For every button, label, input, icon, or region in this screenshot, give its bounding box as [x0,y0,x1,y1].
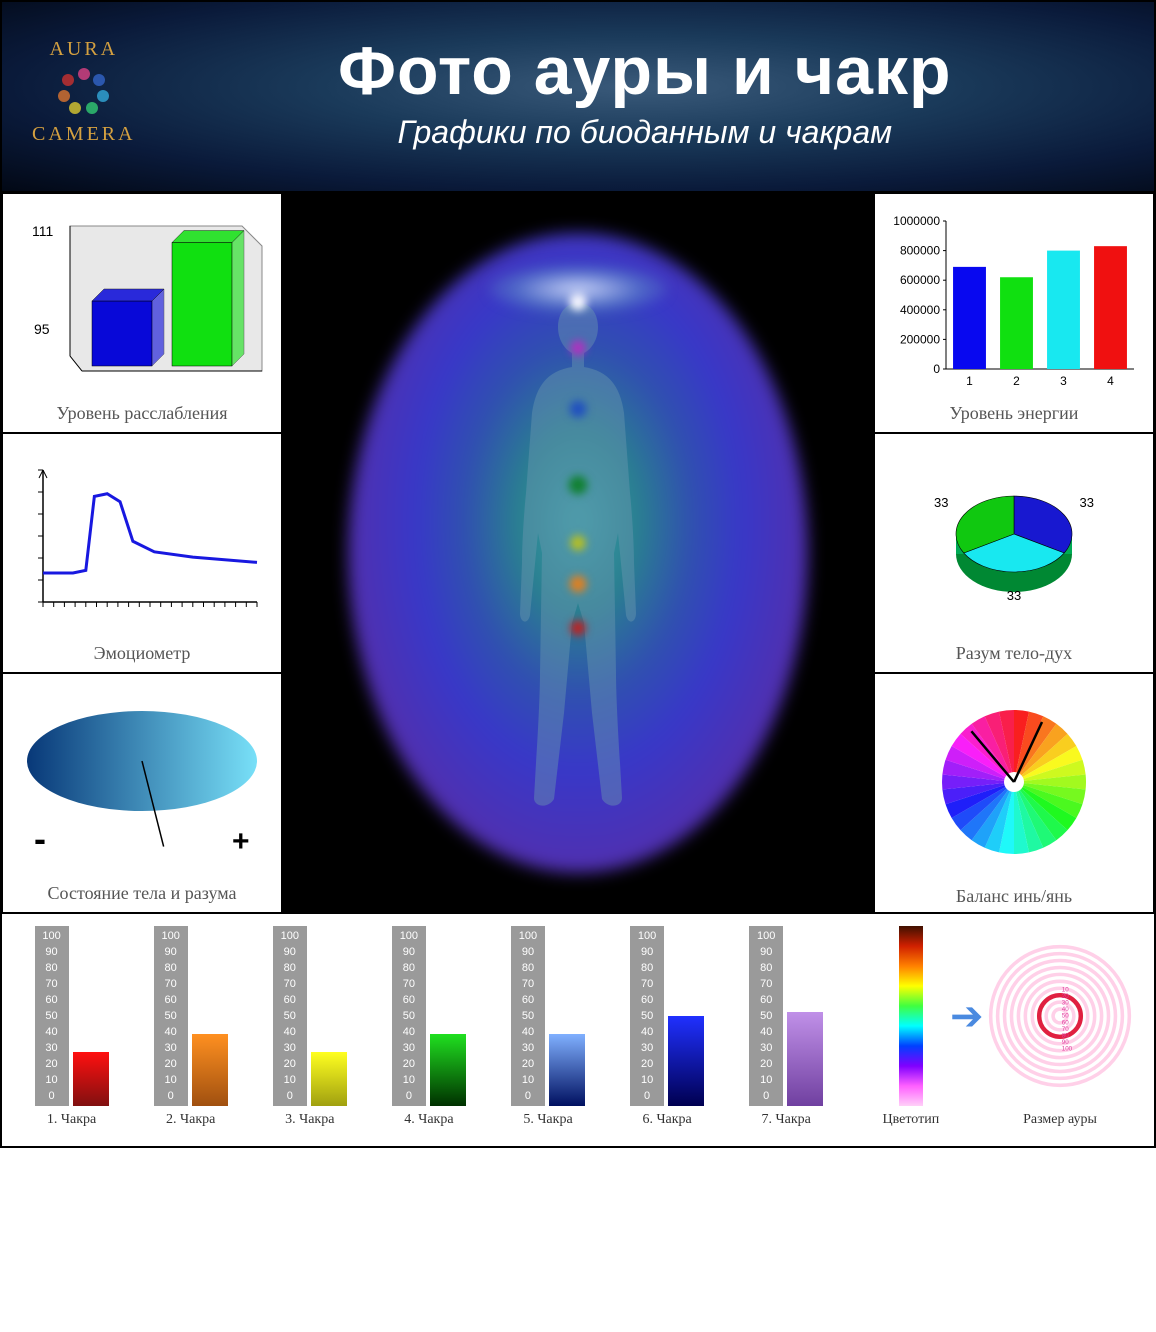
chakra-bar-4: 0102030405060708090100 4. Чакра [373,926,484,1128]
emotiometer-label: Эмоциометр [94,643,191,664]
relaxation-label: Уровень расслабления [56,403,227,424]
main-grid: 111 95 Уровень расслабления [2,193,1154,913]
title-block: Фото ауры и чакр Графики по биоданным и … [166,32,1124,151]
relaxation-panel: 111 95 Уровень расслабления [2,193,282,433]
colortype-gradient [899,926,923,1106]
chakra-value-bar [192,1034,228,1106]
chakra-bar-7: 0102030405060708090100 7. Чакра [731,926,842,1128]
svg-text:400000: 400000 [900,302,940,316]
logo-text-camera: CAMERA [32,123,136,146]
aura-size-label: Размер ауры [1023,1112,1097,1128]
arrow-right-icon: ➔ [950,993,984,1040]
yin-yang-panel: Баланс инь/янь [874,673,1154,913]
chakra-value-bar [430,1034,466,1106]
chakra-label: 6. Чакра [642,1112,691,1128]
chakra-value-bar [311,1052,347,1106]
aura-size-cell: ➔ 102030405060708090100 Размер ауры [980,926,1140,1128]
chakra-bar-6: 0102030405060708090100 6. Чакра [612,926,723,1128]
svg-text:200000: 200000 [900,332,940,346]
energy-label: Уровень энергии [950,403,1079,424]
page-title: Фото ауры и чакр [166,32,1124,110]
chakra-point-icon [567,474,589,496]
chakra-label: 3. Чакра [285,1112,334,1128]
aura-size-rings: ➔ 102030405060708090100 [980,926,1140,1106]
chakra-bar-1: 0102030405060708090100 1. Чакра [16,926,127,1128]
chakra-scale: 0102030405060708090100 [630,926,664,1106]
svg-text:1000000: 1000000 [893,214,940,228]
chakra-bars-row: 0102030405060708090100 1. Чакра 01020304… [2,913,1154,1146]
mind-body-spirit-chart: 33 33 33 [883,442,1145,639]
relaxation-chart: 111 95 [11,202,273,399]
body-silhouette-icon [478,293,678,813]
logo: AURA CAMERA [32,38,136,146]
chakra-scale: 0102030405060708090100 [154,926,188,1106]
chakra-scale: 0102030405060708090100 [749,926,783,1106]
page-subtitle: Графики по биоданным и чакрам [166,114,1124,151]
chakra-scale: 0102030405060708090100 [511,926,545,1106]
chakra-scale: 0102030405060708090100 [273,926,307,1106]
body-mind-state-panel: - + Состояние тела и разума [2,673,282,913]
chakra-value-bar [549,1034,585,1106]
svg-text:4: 4 [1107,374,1114,388]
svg-text:800000: 800000 [900,243,940,257]
svg-text:+: + [232,825,250,858]
svg-text:95: 95 [34,321,50,337]
chakra-label: 4. Чакра [404,1112,453,1128]
chakra-value-bar [787,1012,823,1106]
chakra-point-icon [569,534,587,552]
chakra-value-bar [668,1016,704,1106]
svg-text:100: 100 [1062,1046,1073,1053]
mind-body-spirit-label: Разум тело-дух [956,643,1072,664]
svg-text:600000: 600000 [900,273,940,287]
emotiometer-panel: Эмоциометр [2,433,282,673]
chakra-scale: 0102030405060708090100 [392,926,426,1106]
logo-text-aura: AURA [49,38,118,61]
body-mind-state-label: Состояние тела и разума [48,883,237,904]
chakra-bar-2: 0102030405060708090100 2. Чакра [135,926,246,1128]
energy-panel: 0 200000 400000 600000 800000 1000000 1 2 3 4… [874,193,1154,433]
chakra-bar-3: 0102030405060708090100 3. Чакра [254,926,365,1128]
svg-text:-: - [34,818,46,859]
chakra-point-icon [569,619,587,637]
infographic-container: AURA CAMERA Фото ауры и чакр Графики по … [0,0,1156,1148]
chakra-label: 2. Чакра [166,1112,215,1128]
energy-chart: 0 200000 400000 600000 800000 1000000 1 2 3 4 [883,202,1145,399]
body-mind-state-chart: - + [11,682,273,879]
yin-yang-chart [883,682,1145,882]
svg-text:1: 1 [966,374,973,388]
chakra-point-icon [568,574,588,594]
chakra-scale: 0102030405060708090100 [35,926,69,1106]
svg-text:111: 111 [32,223,53,239]
aura-visualization [282,193,874,913]
chakra-point-icon [569,339,587,357]
svg-text:33: 33 [1080,495,1094,510]
yin-yang-label: Баланс инь/янь [956,886,1072,907]
svg-text:3: 3 [1060,374,1067,388]
colortype-label: Цветотип [883,1112,940,1128]
svg-text:33: 33 [1007,588,1021,603]
chakra-label: 7. Чакра [762,1112,811,1128]
chakra-label: 5. Чакра [523,1112,572,1128]
svg-text:2: 2 [1013,374,1020,388]
svg-text:0: 0 [933,362,940,376]
mind-body-spirit-panel: 33 33 33 Разум тело-дух [874,433,1154,673]
chakra-value-bar [73,1052,109,1106]
chakra-bar-5: 0102030405060708090100 5. Чакра [492,926,603,1128]
chakra-point-icon [568,399,588,419]
logo-dots-icon [54,67,114,117]
chakra-point-icon [568,292,588,312]
emotiometer-chart [11,442,273,639]
header: AURA CAMERA Фото ауры и чакр Графики по … [2,2,1154,193]
svg-text:33: 33 [934,495,948,510]
chakra-label: 1. Чакра [47,1112,96,1128]
